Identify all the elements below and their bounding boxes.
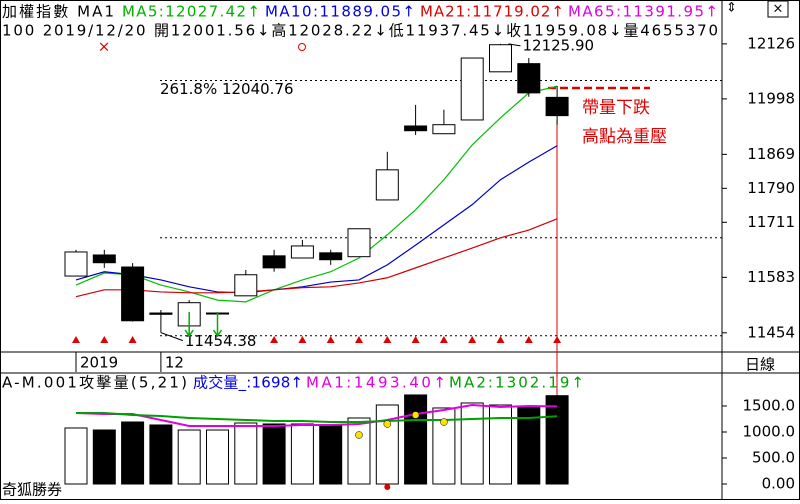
volume-bar bbox=[64, 427, 88, 485]
low-label: 11454.38 bbox=[185, 332, 257, 350]
signal-dot bbox=[383, 420, 392, 428]
y-tick-label: 500.0 bbox=[752, 448, 795, 466]
volume-bar bbox=[177, 429, 201, 485]
close-button[interactable] bbox=[767, 0, 789, 18]
y-tick-label: 11998 bbox=[747, 89, 795, 107]
ma-line bbox=[75, 85, 558, 303]
ma-line bbox=[75, 218, 558, 298]
leader bbox=[508, 43, 521, 47]
leader bbox=[160, 332, 184, 342]
candle-body bbox=[432, 124, 456, 135]
volume-bar bbox=[234, 422, 258, 485]
signal-dot bbox=[411, 411, 420, 419]
candle-body bbox=[460, 57, 484, 121]
volume-bar bbox=[92, 429, 116, 485]
candle-body bbox=[234, 274, 258, 297]
signal-up bbox=[298, 336, 307, 343]
header-quote: 100 2019/12/20 開12001.56↓高12028.22↓低1193… bbox=[2, 22, 718, 40]
candle-body bbox=[489, 44, 512, 73]
volume-bar bbox=[460, 402, 484, 485]
candle-body bbox=[319, 252, 343, 261]
candle-body bbox=[262, 255, 286, 269]
candle-body bbox=[545, 96, 569, 117]
volume-ma bbox=[75, 403, 558, 428]
header-title: 加權指數 MA1 bbox=[2, 3, 114, 21]
candle-body bbox=[290, 245, 314, 259]
candle-body bbox=[404, 125, 428, 132]
candle-body bbox=[375, 169, 399, 201]
signal-up bbox=[524, 336, 533, 343]
signal-up bbox=[326, 336, 335, 343]
candle-body bbox=[121, 266, 145, 322]
high-label: 12125.90 bbox=[523, 36, 595, 54]
y-tick-label: 12126 bbox=[747, 34, 795, 52]
y-tick-label: 1500.0 bbox=[743, 396, 796, 414]
signal-up bbox=[411, 336, 420, 343]
signal-up bbox=[553, 336, 562, 343]
candle-body bbox=[92, 254, 116, 264]
signal-up bbox=[72, 336, 80, 343]
note: 帶量下跌 bbox=[582, 98, 650, 118]
x-tick-label: 2019 bbox=[80, 354, 118, 372]
candle-body bbox=[64, 251, 88, 277]
y-tick-label: 0.00 bbox=[762, 475, 795, 493]
header-legend: MA21:11719.02↑ bbox=[420, 3, 564, 21]
volume-bar bbox=[290, 423, 314, 485]
candle-body bbox=[347, 228, 371, 258]
volume-bar bbox=[404, 394, 428, 485]
y-tick-label: 1000.0 bbox=[743, 422, 796, 440]
signal-up bbox=[496, 336, 505, 343]
volume-bar bbox=[489, 404, 512, 485]
volume-bar bbox=[262, 423, 286, 485]
scroll-icon[interactable]: ⇕ bbox=[726, 1, 737, 16]
y-tick-label: 11869 bbox=[747, 145, 795, 163]
x-tick-label: 12 bbox=[165, 354, 184, 372]
signal-up bbox=[468, 336, 477, 343]
signal-up bbox=[270, 336, 279, 343]
signal-circle bbox=[298, 43, 306, 51]
y-tick-label: 11454 bbox=[747, 323, 795, 341]
candle-body bbox=[517, 63, 541, 94]
y-tick-label: 11583 bbox=[747, 268, 795, 286]
signal-up bbox=[128, 336, 137, 343]
header-legend: MA5:12027.42↑ bbox=[122, 3, 260, 21]
ma-line bbox=[75, 145, 558, 294]
signal-down bbox=[212, 312, 223, 338]
signal-dot bbox=[440, 418, 448, 426]
fib-label: 261.8% 12040.76 bbox=[160, 80, 294, 98]
volume-bar bbox=[545, 395, 569, 485]
signal-up bbox=[100, 336, 109, 343]
signal-up bbox=[383, 336, 392, 343]
y-tick-label: 11711 bbox=[747, 213, 795, 231]
note: 高點為重壓 bbox=[582, 127, 667, 147]
signal-up bbox=[355, 336, 363, 343]
signal-dot bbox=[384, 484, 391, 490]
signal-up bbox=[439, 336, 448, 343]
volume-bar bbox=[432, 407, 456, 485]
volume-legend: 成交量_:1698↑ bbox=[193, 374, 303, 393]
volume-bar bbox=[206, 429, 229, 485]
volume-bar bbox=[319, 424, 343, 485]
y-tick-label: 11790 bbox=[747, 179, 795, 197]
volume-bar bbox=[149, 424, 173, 485]
volume-bar bbox=[375, 404, 399, 485]
period-label: 日線 bbox=[745, 356, 775, 374]
volume-bar bbox=[121, 421, 145, 485]
volume-bar bbox=[347, 417, 371, 485]
signal-down bbox=[184, 312, 194, 338]
footer: 奇狐勝券 bbox=[2, 481, 62, 499]
signal-dot bbox=[355, 431, 363, 439]
signal-x: × bbox=[98, 38, 111, 56]
volume-ma bbox=[76, 412, 558, 424]
candle-body bbox=[149, 312, 173, 315]
close-icon[interactable]: × bbox=[773, 2, 784, 17]
